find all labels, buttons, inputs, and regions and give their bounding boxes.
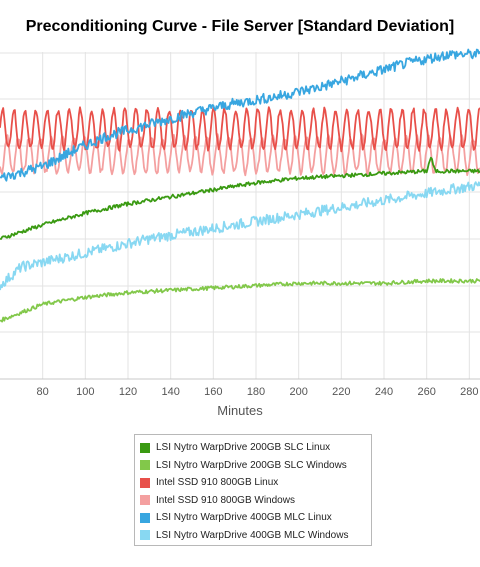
x-tick-label: 120 — [119, 386, 137, 398]
x-tick-label: 180 — [247, 386, 265, 398]
x-tick-label: 80 — [37, 386, 49, 398]
x-tick-label: 260 — [417, 386, 435, 398]
legend-swatch — [140, 530, 150, 541]
series-line — [0, 181, 480, 291]
series-line — [0, 156, 480, 240]
legend-swatch — [140, 512, 150, 523]
x-axis-label: Minutes — [217, 403, 263, 418]
x-axis: 80 100 120 140 160 180 200 220 240 260 280 — [0, 378, 480, 398]
legend-label: LSI Nytro WarpDrive 200GB SLC Windows — [156, 459, 347, 471]
legend: LSI Nytro WarpDrive 200GB SLC Linux LSI N… — [134, 434, 372, 546]
line-chart: 80 100 120 140 160 180 200 220 240 260 280 — [0, 48, 480, 398]
x-tick-label: 280 — [460, 386, 478, 398]
x-tick-label: 140 — [161, 386, 179, 398]
legend-swatch — [140, 477, 150, 488]
legend-item: Intel SSD 910 800GB Windows — [140, 492, 371, 510]
x-tick-label: 100 — [76, 386, 94, 398]
legend-label: Intel SSD 910 800GB Windows — [156, 494, 295, 506]
series-line — [0, 48, 480, 182]
series-line — [0, 106, 480, 153]
legend-label: LSI Nytro WarpDrive 400GB MLC Windows — [156, 529, 349, 541]
x-tick-label: 240 — [375, 386, 393, 398]
series-line — [0, 278, 480, 323]
legend-swatch — [140, 442, 150, 453]
legend-item: LSI Nytro WarpDrive 200GB SLC Windows — [140, 457, 371, 475]
legend-item: LSI Nytro WarpDrive 400GB MLC Windows — [140, 527, 371, 545]
legend-label: LSI Nytro WarpDrive 200GB SLC Linux — [156, 442, 331, 454]
legend-item: LSI Nytro WarpDrive 200GB SLC Linux — [140, 439, 371, 457]
legend-swatch — [140, 460, 150, 471]
legend-item: LSI Nytro WarpDrive 400GB MLC Linux — [140, 509, 371, 527]
legend-label: LSI Nytro WarpDrive 400GB MLC Linux — [156, 512, 332, 524]
x-tick-label: 220 — [332, 386, 350, 398]
legend-swatch — [140, 495, 150, 506]
legend-item: Intel SSD 910 800GB Linux — [140, 474, 371, 492]
legend-label: Intel SSD 910 800GB Linux — [156, 477, 279, 489]
x-tick-label: 160 — [204, 386, 222, 398]
chart-title: Preconditioning Curve - File Server [Sta… — [25, 18, 455, 35]
x-tick-label: 200 — [289, 386, 307, 398]
series-lines — [0, 48, 480, 323]
grid-lines — [0, 52, 480, 379]
